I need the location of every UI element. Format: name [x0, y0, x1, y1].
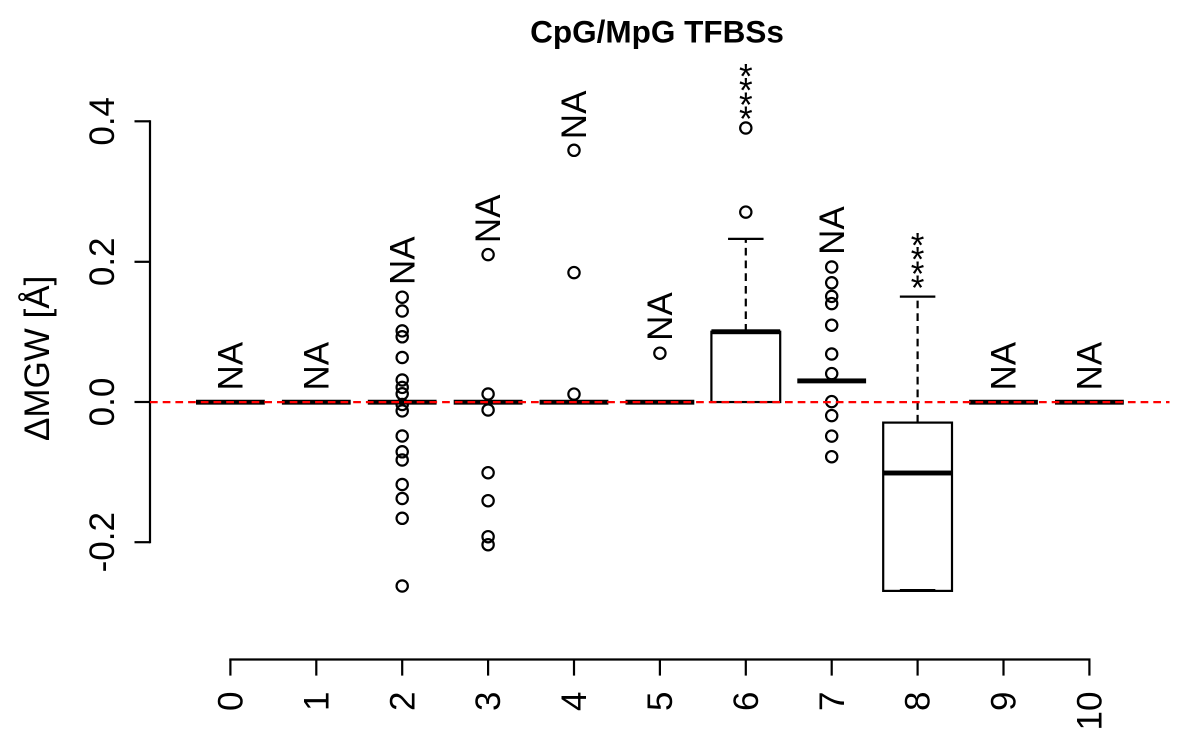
svg-text:0.4: 0.4	[83, 97, 122, 146]
svg-text:*: *	[911, 227, 925, 266]
svg-text:NA: NA	[555, 90, 594, 139]
svg-text:7: 7	[813, 692, 852, 711]
svg-text:6: 6	[727, 692, 766, 711]
svg-text:NA: NA	[985, 341, 1024, 390]
svg-text:NA: NA	[212, 341, 251, 390]
svg-text:-0.2: -0.2	[83, 512, 122, 572]
svg-text:CpG/MpG TFBSs: CpG/MpG TFBSs	[530, 13, 784, 49]
svg-text:0.2: 0.2	[83, 237, 122, 286]
svg-text:4: 4	[555, 692, 594, 711]
svg-text:3: 3	[469, 692, 508, 711]
svg-text:*: *	[911, 241, 925, 280]
svg-text:1: 1	[297, 692, 336, 711]
svg-text:NA: NA	[383, 236, 422, 285]
svg-text:*: *	[739, 58, 753, 97]
svg-text:NA: NA	[469, 194, 508, 243]
svg-text:10: 10	[1071, 692, 1110, 731]
svg-text:9: 9	[985, 692, 1024, 711]
svg-text:*: *	[911, 269, 925, 308]
svg-text:NA: NA	[641, 292, 680, 341]
svg-text:*: *	[911, 255, 925, 294]
svg-text:NA: NA	[297, 341, 336, 390]
svg-text:5: 5	[641, 692, 680, 711]
svg-text:0.0: 0.0	[83, 378, 122, 427]
svg-text:*: *	[739, 100, 753, 139]
svg-text:NA: NA	[813, 206, 852, 255]
svg-text:*: *	[739, 72, 753, 111]
svg-text:NA: NA	[1071, 341, 1110, 390]
svg-text:0: 0	[212, 692, 251, 711]
svg-text:*: *	[739, 86, 753, 125]
svg-text:8: 8	[899, 692, 938, 711]
svg-text:2: 2	[383, 692, 422, 711]
svg-text:ΔMGW [Å]: ΔMGW [Å]	[18, 276, 57, 441]
